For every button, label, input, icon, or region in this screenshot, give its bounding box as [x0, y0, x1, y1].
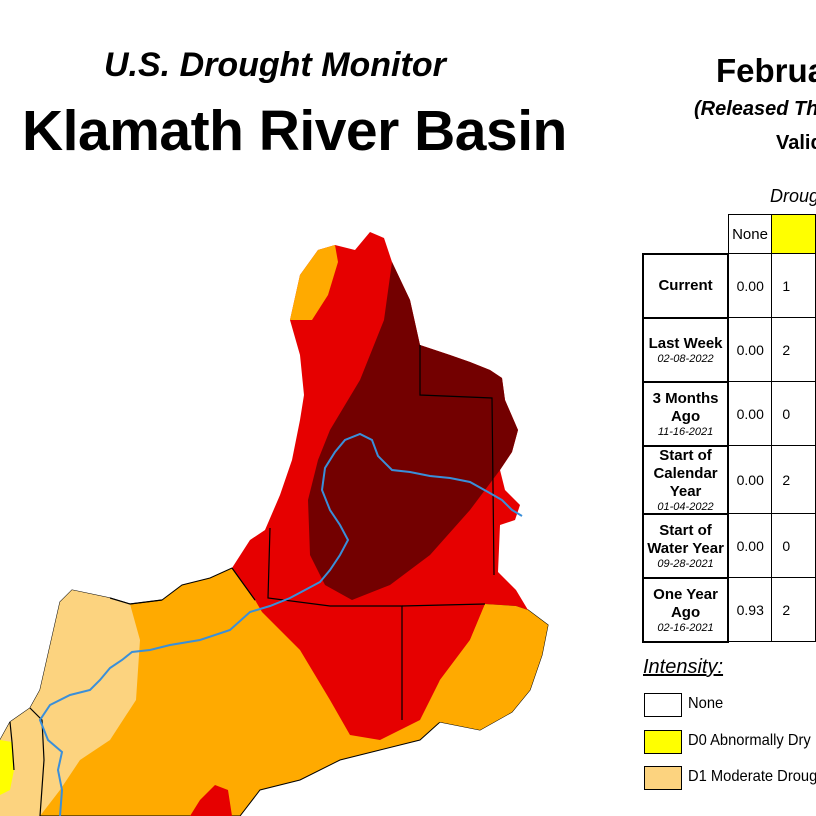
table-caption: Droug — [770, 186, 816, 206]
legend-label-none: None — [688, 695, 724, 712]
legend-swatch-d0 — [644, 730, 682, 754]
row-label: Current — [641, 252, 730, 319]
d0-value: 2 — [771, 445, 816, 514]
d4-region — [308, 262, 518, 600]
legend-title: Intensity: — [643, 656, 724, 678]
basin-title: Klamath River Basin — [22, 99, 567, 163]
drought-stats-table: None Current 0.00 1 Last Week 02-08-2022 … — [641, 214, 816, 643]
none-value: 0.00 — [727, 445, 773, 514]
legend-label-d1: D1 Moderate Droug — [688, 768, 816, 785]
d3-south-patch — [190, 785, 232, 816]
date-title: Februa — [716, 52, 816, 89]
none-value: 0.00 — [727, 381, 773, 446]
col-none-header: None — [727, 214, 773, 254]
d0-value: 1 — [771, 253, 816, 318]
row-label: One Year Ago 02-16-2021 — [641, 576, 730, 643]
row-label: Start of Calendar Year 01-04-2022 — [641, 444, 730, 515]
d2-east-patch — [420, 604, 548, 730]
row-label: Last Week 02-08-2022 — [641, 316, 730, 383]
boundary-lines — [9, 345, 495, 816]
table-row: Current 0.00 1 — [641, 252, 816, 319]
table-row: Start of Water Year 09-28-2021 0.00 0 — [641, 512, 816, 579]
d0-value: 0 — [771, 381, 816, 446]
legend-swatch-d1 — [644, 766, 682, 790]
none-value: 0.00 — [727, 317, 773, 382]
d1-region — [0, 590, 140, 816]
table-row: Last Week 02-08-2022 0.00 2 — [641, 316, 816, 383]
released-text: (Released Thu — [694, 98, 816, 120]
table-row: Start of Calendar Year 01-04-2022 0.00 2 — [641, 444, 816, 515]
table-row: One Year Ago 02-16-2021 0.93 2 — [641, 576, 816, 643]
col-d0-header — [771, 214, 816, 254]
legend-label-d0: D0 Abnormally Dry — [688, 732, 811, 749]
d2-north-patch — [290, 245, 338, 320]
row-label: Start of Water Year 09-28-2021 — [641, 512, 730, 579]
d0-value: 0 — [771, 513, 816, 578]
none-value: 0.93 — [727, 577, 773, 642]
klamath-river — [38, 432, 523, 816]
none-value: 0.00 — [727, 253, 773, 318]
none-value: 0.00 — [727, 513, 773, 578]
d0-value: 2 — [771, 577, 816, 642]
row-label: 3 Months Ago 11-16-2021 — [641, 380, 730, 447]
d0-value: 2 — [771, 317, 816, 382]
table-row: 3 Months Ago 11-16-2021 0.00 0 — [641, 380, 816, 447]
monitor-title: U.S. Drought Monitor — [104, 46, 446, 84]
valid-text: Valid — [776, 132, 816, 154]
legend-swatch-none — [644, 693, 682, 717]
d0-region — [0, 740, 14, 795]
